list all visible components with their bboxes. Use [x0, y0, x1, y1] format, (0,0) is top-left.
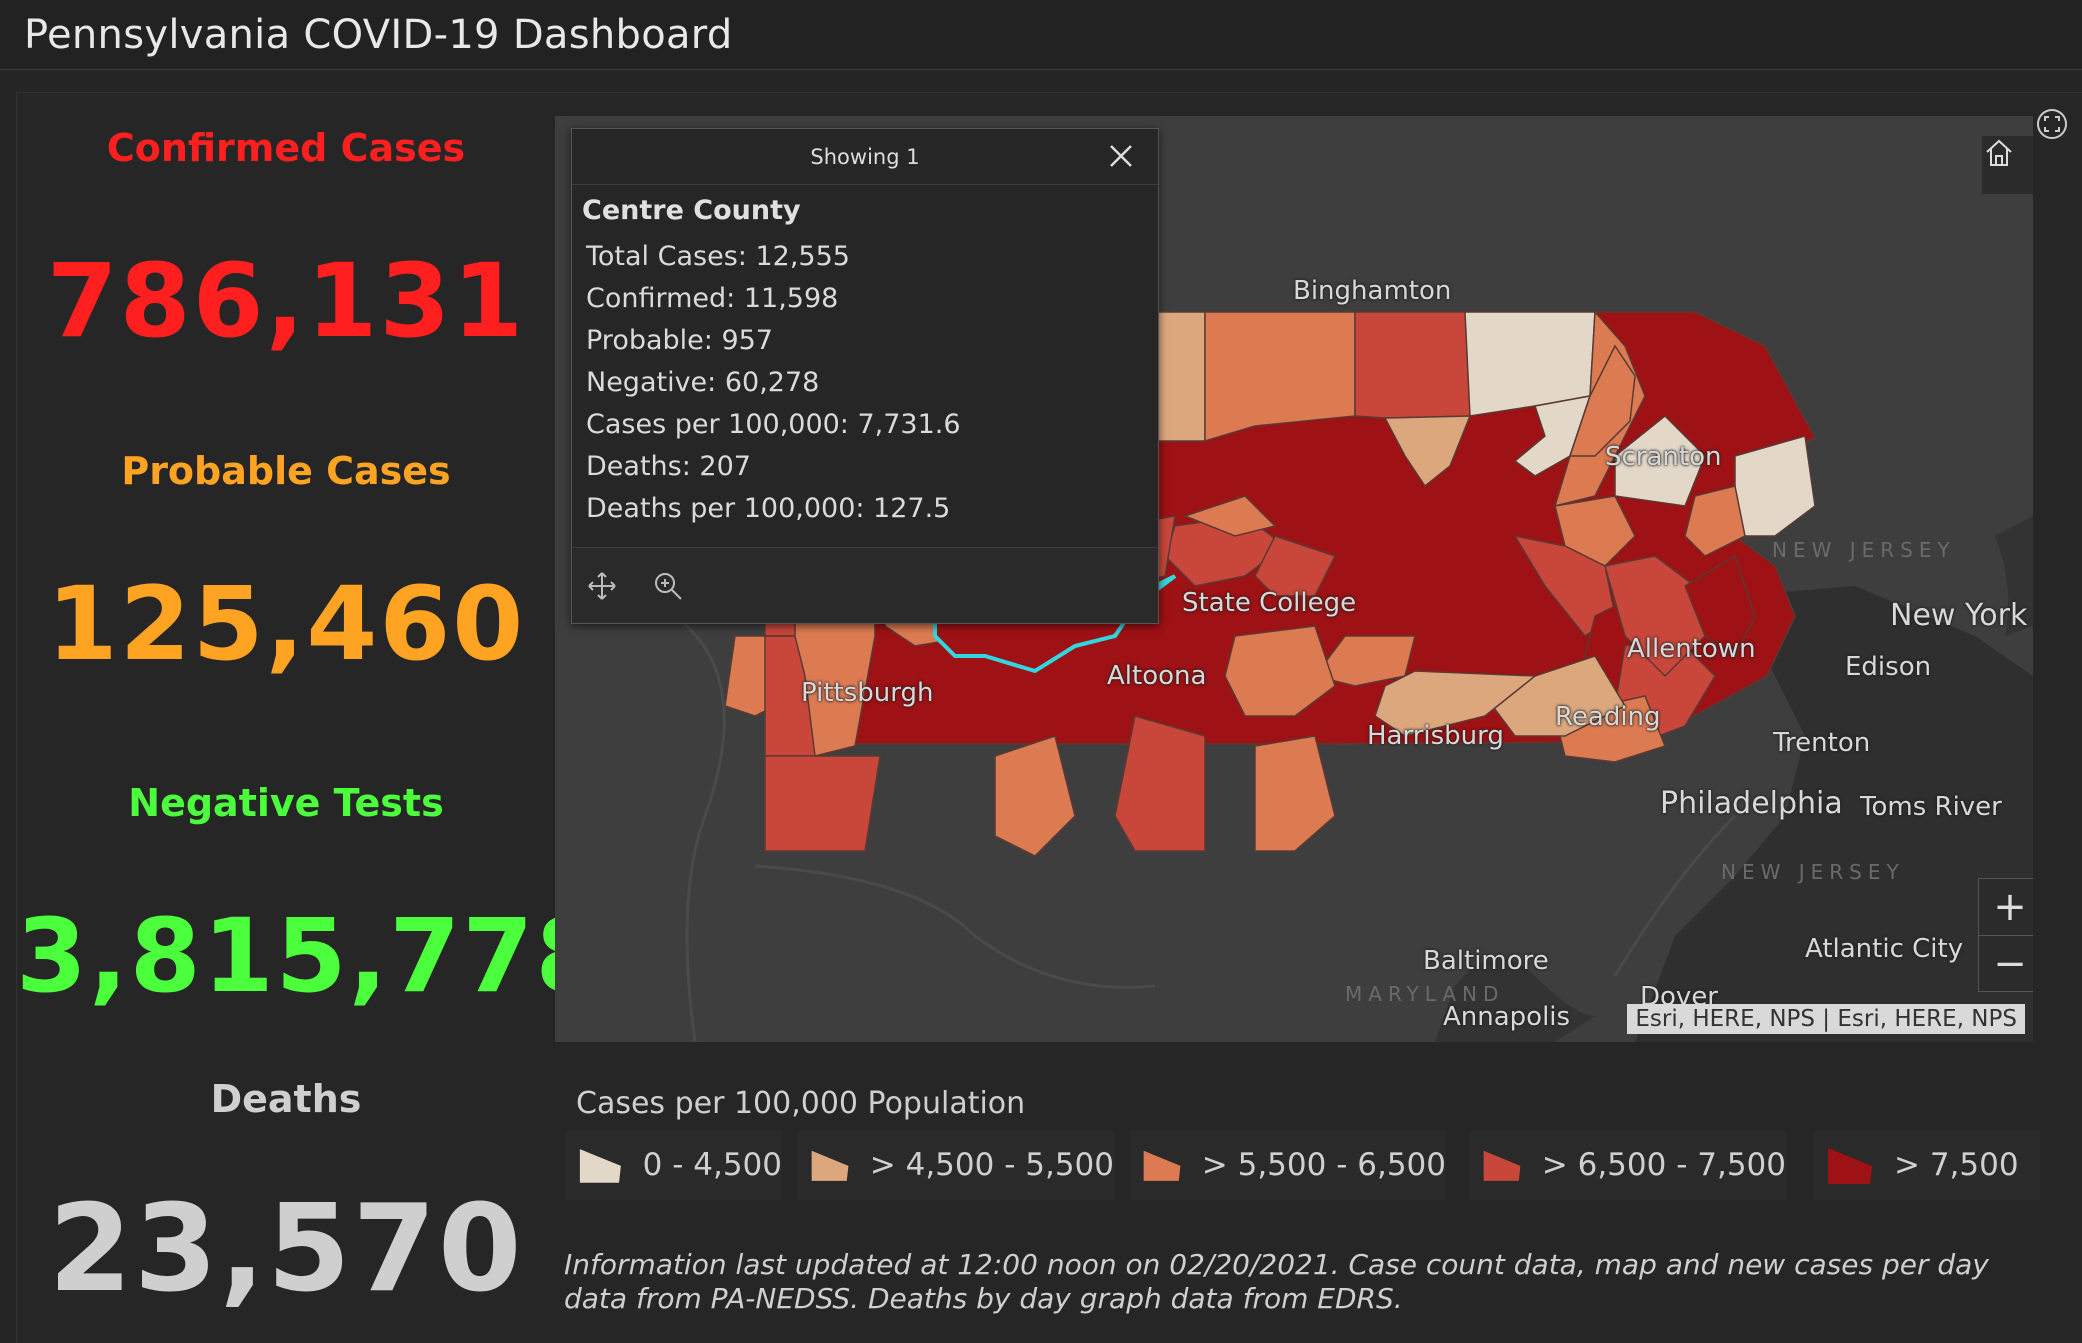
confirmed-cases-value: 786,131 — [46, 242, 526, 361]
city-label-reading: Reading — [1555, 702, 1661, 732]
city-label-altoona: Altoona — [1107, 661, 1207, 691]
popup-cases-per-100k: Cases per 100,000: 7,731.6 — [586, 409, 961, 440]
deaths-value: 23,570 — [48, 1180, 524, 1319]
city-label-scranton: Scranton — [1605, 442, 1722, 472]
close-icon[interactable] — [1106, 141, 1136, 171]
popup-deaths-per-100k: Deaths per 100,000: 127.5 — [586, 493, 951, 524]
map-attribution: Esri, HERE, NPS | Esri, HERE, NPS — [1627, 1004, 2025, 1034]
expand-icon — [2037, 109, 2067, 139]
popup-body: Centre County Total Cases: 12,555 Confir… — [572, 195, 1158, 555]
home-button[interactable] — [1982, 136, 2033, 194]
fullscreen-button[interactable] — [2034, 106, 2070, 142]
move-icon[interactable] — [586, 570, 618, 602]
legend-label: > 6,500 - 7,500 — [1541, 1147, 1786, 1183]
confirmed-cases-label: Confirmed Cases — [106, 126, 466, 170]
negative-tests-label: Negative Tests — [128, 781, 444, 825]
chesapeake-water — [1435, 958, 1595, 1042]
popup-deaths: Deaths: 207 — [586, 451, 751, 482]
atlantic-water — [1635, 586, 2033, 1042]
city-label-allentown: Allentown — [1627, 634, 1756, 664]
legend-swatch — [811, 1150, 849, 1181]
popup-actions — [572, 547, 1158, 623]
city-label-binghamton: Binghamton — [1293, 276, 1452, 306]
legend-item: > 4,500 - 5,500 — [798, 1130, 1114, 1200]
legend-item: > 7,500 — [1814, 1130, 2040, 1200]
state-border-line — [754, 864, 1156, 989]
city-label-state-college: State College — [1182, 588, 1357, 618]
city-label-atlantic-city: Atlantic City — [1805, 934, 1964, 964]
city-label-harrisburg: Harrisburg — [1367, 721, 1504, 751]
probable-cases-value: 125,460 — [46, 565, 526, 684]
popup-confirmed: Confirmed: 11,598 — [586, 283, 839, 314]
deaths-label: Deaths — [210, 1077, 362, 1121]
zoom-to-icon[interactable] — [652, 570, 684, 602]
legend-swatch — [579, 1149, 621, 1183]
legend-label: > 4,500 - 5,500 — [869, 1147, 1114, 1183]
region-label-new-jersey-south: NEW JERSEY — [1721, 860, 1905, 884]
region-label-new-jersey-north: NEW JERSEY — [1772, 538, 1956, 562]
city-label-edison: Edison — [1845, 652, 1932, 682]
city-label-pittsburgh: Pittsburgh — [801, 678, 934, 708]
zoom-in-button[interactable]: + — [1993, 884, 2027, 930]
city-label-new-york: New York — [1890, 598, 2028, 633]
legend-item: > 5,500 - 6,500 — [1130, 1130, 1446, 1200]
legend-swatch — [1828, 1148, 1872, 1184]
ny-harbor-water — [1995, 516, 2033, 636]
zoom-controls: + − — [1978, 878, 2033, 992]
feature-popup: Showing 1 Centre County Total Cases: 12,… — [571, 128, 1159, 624]
legend-swatch — [1143, 1150, 1181, 1181]
state-border-line — [1613, 814, 1737, 977]
stats-panel: Confirmed Cases 786,131 Probable Cases 1… — [16, 92, 609, 1342]
popup-total-cases: Total Cases: 12,555 — [586, 241, 850, 272]
city-label-trenton: Trenton — [1773, 728, 1871, 758]
popup-negative: Negative: 60,278 — [586, 367, 820, 398]
city-label-toms-river: Toms River — [1860, 792, 2002, 822]
legend-item: > 6,500 - 7,500 — [1470, 1130, 1786, 1200]
legend-label: 0 - 4,500 — [642, 1147, 782, 1183]
legend-item: 0 - 4,500 — [566, 1130, 782, 1200]
popup-feature-count: Showing 1 — [810, 145, 920, 169]
probable-cases-label: Probable Cases — [121, 449, 451, 493]
page-title: Pennsylvania COVID-19 Dashboard — [24, 12, 733, 58]
legend-swatch — [1483, 1150, 1521, 1181]
popup-header: Showing 1 — [572, 129, 1158, 185]
popup-probable: Probable: 957 — [586, 325, 773, 356]
city-label-baltimore: Baltimore — [1423, 946, 1549, 976]
legend-label: > 7,500 — [1894, 1147, 2019, 1183]
legend-label: > 5,500 - 6,500 — [1201, 1147, 1446, 1183]
update-footnote: Information last updated at 12:00 noon o… — [564, 1248, 1989, 1315]
city-label-annapolis: Annapolis — [1443, 1002, 1571, 1032]
header-bar: Pennsylvania COVID-19 Dashboard — [0, 0, 2082, 70]
city-label-philadelphia: Philadelphia — [1660, 786, 1843, 821]
zoom-out-button[interactable]: − — [1979, 935, 2033, 992]
legend-title: Cases per 100,000 Population — [576, 1086, 1026, 1121]
state-border-line — [674, 614, 726, 1042]
negative-tests-value: 3,815,778 — [16, 897, 609, 1016]
popup-county-name: Centre County — [582, 195, 801, 226]
home-icon — [1986, 139, 2012, 166]
region-label-maryland: MARYLAND — [1345, 982, 1505, 1006]
map-view[interactable]: Binghamton Scranton State College Altoon… — [555, 116, 2033, 1042]
map-canvas[interactable] — [555, 116, 2033, 1042]
